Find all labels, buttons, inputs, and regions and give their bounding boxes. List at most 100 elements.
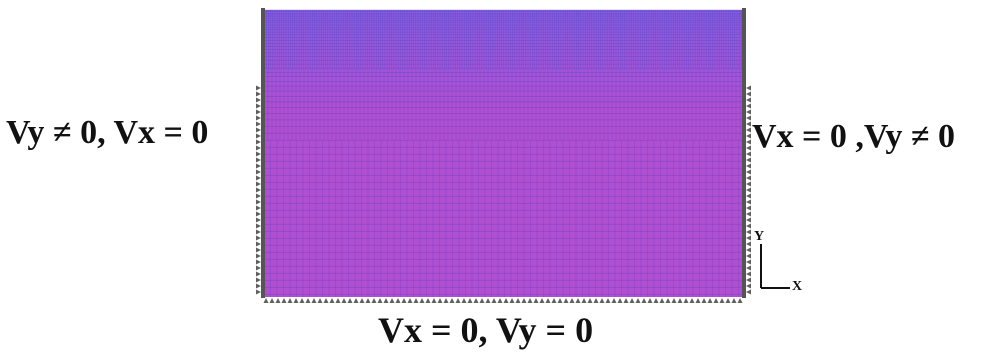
bottom-support-triangle: [725, 298, 731, 303]
left-support-triangle: [256, 283, 261, 289]
right-support-triangle: [746, 247, 751, 253]
bottom-support-triangle: [683, 298, 689, 303]
bottom-support-triangle: [713, 298, 719, 303]
x-axis-label: X: [792, 279, 803, 294]
right-support-triangle: [746, 199, 751, 205]
bottom-support-triangle: [539, 298, 545, 303]
bottom-support-triangle: [695, 298, 701, 303]
right-support-triangle: [746, 109, 751, 115]
bottom-support-triangle: [335, 298, 341, 303]
left-support-triangle: [256, 241, 261, 247]
y-axis-label: Y: [754, 229, 765, 244]
bottom-support-triangle: [737, 298, 743, 303]
right-support-triangle: [746, 253, 751, 259]
left-support-triangle: [256, 115, 261, 121]
right-support-triangle: [746, 85, 751, 91]
bottom-support-triangle: [407, 298, 413, 303]
bottom-support-triangle: [689, 298, 695, 303]
bottom-support-triangle: [377, 298, 383, 303]
bottom-support-triangle: [527, 298, 533, 303]
bottom-support-triangle: [461, 298, 467, 303]
bottom-support-triangle: [575, 298, 581, 303]
bottom-support-triangle: [329, 298, 335, 303]
bottom-support-triangle: [395, 298, 401, 303]
bottom-support-triangle: [503, 298, 509, 303]
left-support-triangle: [256, 187, 261, 193]
bottom-support-triangle: [323, 298, 329, 303]
right-support-triangle: [746, 289, 751, 295]
right-support-triangle: [746, 205, 751, 211]
bottom-support-triangle: [443, 298, 449, 303]
bottom-support-triangle: [515, 298, 521, 303]
bottom-support-triangle: [305, 298, 311, 303]
bottom-support-triangle: [359, 298, 365, 303]
bottom-support-triangle: [467, 298, 473, 303]
left-support-triangle: [256, 109, 261, 115]
right-support-triangle: [746, 259, 751, 265]
right-support-triangle: [746, 241, 751, 247]
right-support-triangle: [746, 211, 751, 217]
bottom-support-triangle: [677, 298, 683, 303]
bottom-support-triangle: [281, 298, 287, 303]
left-support-triangle: [256, 253, 261, 259]
bottom-support-triangle: [479, 298, 485, 303]
right-support-triangle: [746, 187, 751, 193]
left-support-triangle: [256, 205, 261, 211]
left-support-triangle: [256, 133, 261, 139]
left-roller-supports: [256, 85, 261, 295]
bottom-support-triangle: [311, 298, 317, 303]
right-support-triangle: [746, 265, 751, 271]
bottom-support-triangle: [431, 298, 437, 303]
bottom-support-triangle: [611, 298, 617, 303]
left-support-triangle: [256, 199, 261, 205]
bottom-support-triangle: [401, 298, 407, 303]
left-support-triangle: [256, 247, 261, 253]
bottom-support-triangle: [587, 298, 593, 303]
bottom-support-triangle: [371, 298, 377, 303]
right-support-triangle: [746, 133, 751, 139]
bottom-support-triangle: [635, 298, 641, 303]
bottom-support-triangle: [719, 298, 725, 303]
bottom-pin-supports: [263, 298, 743, 303]
bottom-support-triangle: [485, 298, 491, 303]
bottom-support-triangle: [317, 298, 323, 303]
left-support-triangle: [256, 127, 261, 133]
right-support-triangle: [746, 115, 751, 121]
right-support-triangle: [746, 283, 751, 289]
bottom-support-triangle: [569, 298, 575, 303]
bottom-support-triangle: [269, 298, 275, 303]
right-boundary-condition: Vx = 0 ,Vy ≠ 0: [752, 118, 956, 155]
bottom-support-triangle: [425, 298, 431, 303]
bottom-support-triangle: [545, 298, 551, 303]
bottom-support-triangle: [551, 298, 557, 303]
bottom-support-triangle: [533, 298, 539, 303]
bottom-support-triangle: [593, 298, 599, 303]
bottom-boundary-condition: Vx = 0, Vy = 0: [378, 310, 594, 350]
bottom-support-triangle: [449, 298, 455, 303]
left-support-triangle: [256, 271, 261, 277]
left-support-triangle: [256, 175, 261, 181]
left-support-triangle: [256, 157, 261, 163]
bottom-support-triangle: [347, 298, 353, 303]
left-support-triangle: [256, 121, 261, 127]
left-support-triangle: [256, 265, 261, 271]
right-wall: [742, 8, 746, 298]
left-support-triangle: [256, 169, 261, 175]
right-roller-supports: [746, 85, 751, 295]
bottom-support-triangle: [413, 298, 419, 303]
left-boundary-condition: Vy ≠ 0, Vx = 0: [6, 114, 209, 151]
bottom-support-triangle: [389, 298, 395, 303]
bottom-support-triangle: [599, 298, 605, 303]
left-support-triangle: [256, 139, 261, 145]
bottom-support-triangle: [623, 298, 629, 303]
finite-element-mesh: [256, 0, 756, 310]
right-support-triangle: [746, 97, 751, 103]
bottom-support-triangle: [491, 298, 497, 303]
left-support-triangle: [256, 103, 261, 109]
right-support-triangle: [746, 139, 751, 145]
bottom-support-triangle: [365, 298, 371, 303]
right-support-triangle: [746, 91, 751, 97]
bottom-support-triangle: [653, 298, 659, 303]
right-support-triangle: [746, 223, 751, 229]
bottom-support-triangle: [299, 298, 305, 303]
